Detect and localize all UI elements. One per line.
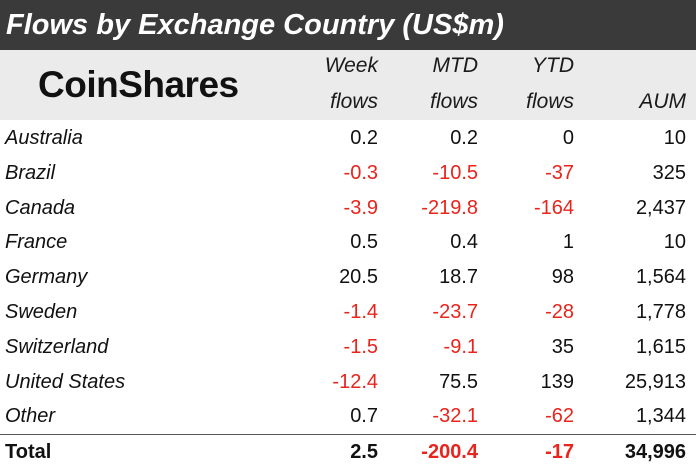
week-flow-value: 0.7: [350, 405, 378, 428]
header-week-line2: flows: [330, 90, 378, 113]
header-mtd-line1: MTD: [432, 54, 479, 77]
table-row: Germany 20.5 18.7 98 1,564: [0, 260, 696, 295]
table-row: France 0.5 0.4 1 10: [0, 225, 696, 260]
mtd-flow-value: 0.4: [450, 231, 478, 254]
ytd-flow-value: -164: [533, 196, 574, 219]
week-flow-value: -1.5: [343, 335, 378, 358]
mtd-flow-value: -23.7: [432, 300, 478, 323]
ytd-flow-value: -28: [545, 300, 574, 323]
total-ytd-value: -17: [545, 441, 574, 463]
aum-value: 25,913: [624, 370, 686, 393]
country-name: United States: [5, 370, 126, 393]
total-label: Total: [5, 441, 52, 463]
coinshares-logo: CoinShares: [38, 64, 239, 105]
week-flow-value: -1.4: [343, 300, 378, 323]
total-row: Total 2.5 -200.4 -17 34,996: [0, 435, 696, 469]
country-name: Brazil: [5, 161, 56, 184]
table-title: Flows by Exchange Country (US$m): [0, 0, 696, 50]
week-flow-value: 0.2: [350, 127, 378, 149]
ytd-flow-value: 35: [551, 335, 574, 358]
ytd-flow-value: 98: [551, 266, 574, 289]
table-row: Australia 0.2 0.2 0 10: [0, 121, 696, 156]
mtd-flow-value: 75.5: [439, 370, 478, 393]
country-name: Germany: [5, 266, 88, 289]
aum-value: 10: [663, 231, 686, 254]
table-row: Sweden -1.4 -23.7 -28 1,778: [0, 295, 696, 330]
total-divider: [0, 434, 696, 435]
ytd-flow-value: -37: [545, 161, 574, 184]
total-week-value: 2.5: [350, 441, 378, 463]
header-ytd-line1: YTD: [532, 54, 574, 77]
table-header: CoinShares Week flows MTD flows YTD flow…: [0, 50, 696, 120]
ytd-flow-value: 1: [562, 231, 574, 254]
mtd-flow-value: 0.2: [450, 127, 478, 149]
table-row: Brazil -0.3 -10.5 -37 325: [0, 156, 696, 191]
week-flow-value: -3.9: [343, 196, 378, 219]
mtd-flow-value: -219.8: [421, 196, 478, 219]
aum-value: 325: [652, 161, 686, 184]
header-ytd-line2: flows: [526, 90, 574, 113]
country-name: Sweden: [5, 300, 78, 323]
country-name: Switzerland: [5, 335, 109, 358]
table-row: Canada -3.9 -219.8 -164 2,437: [0, 191, 696, 226]
week-flow-value: 20.5: [339, 266, 378, 289]
aum-value: 10: [663, 127, 686, 149]
aum-value: 2,437: [635, 196, 686, 219]
country-name: Australia: [5, 127, 83, 149]
mtd-flow-value: -32.1: [432, 405, 478, 428]
aum-value: 1,615: [635, 335, 686, 358]
week-flow-value: -0.3: [343, 161, 378, 184]
mtd-flow-value: 18.7: [439, 266, 478, 289]
header-aum-label: AUM: [639, 90, 686, 113]
mtd-flow-value: -9.1: [443, 335, 478, 358]
country-name: France: [5, 231, 68, 254]
table-row: Switzerland -1.5 -9.1 35 1,615: [0, 330, 696, 365]
total-aum-value: 34,996: [624, 441, 686, 463]
week-flow-value: -12.4: [332, 370, 378, 393]
header-week-line1: Week: [324, 54, 378, 77]
week-flow-value: 0.5: [350, 231, 378, 254]
country-name: Canada: [5, 196, 76, 219]
aum-value: 1,564: [635, 266, 686, 289]
table-body: Australia 0.2 0.2 0 10 Brazil -0.3 -10.5…: [0, 121, 696, 434]
mtd-flow-value: -10.5: [432, 161, 478, 184]
ytd-flow-value: 139: [540, 370, 574, 393]
total-mtd-value: -200.4: [421, 441, 478, 463]
ytd-flow-value: 0: [562, 127, 574, 149]
ytd-flow-value: -62: [545, 405, 574, 428]
aum-value: 1,344: [635, 405, 686, 428]
table-row: Other 0.7 -32.1 -62 1,344: [0, 399, 696, 434]
header-mtd-line2: flows: [430, 90, 478, 113]
table-row: United States -12.4 75.5 139 25,913: [0, 365, 696, 400]
country-name: Other: [5, 405, 56, 428]
aum-value: 1,778: [635, 300, 686, 323]
